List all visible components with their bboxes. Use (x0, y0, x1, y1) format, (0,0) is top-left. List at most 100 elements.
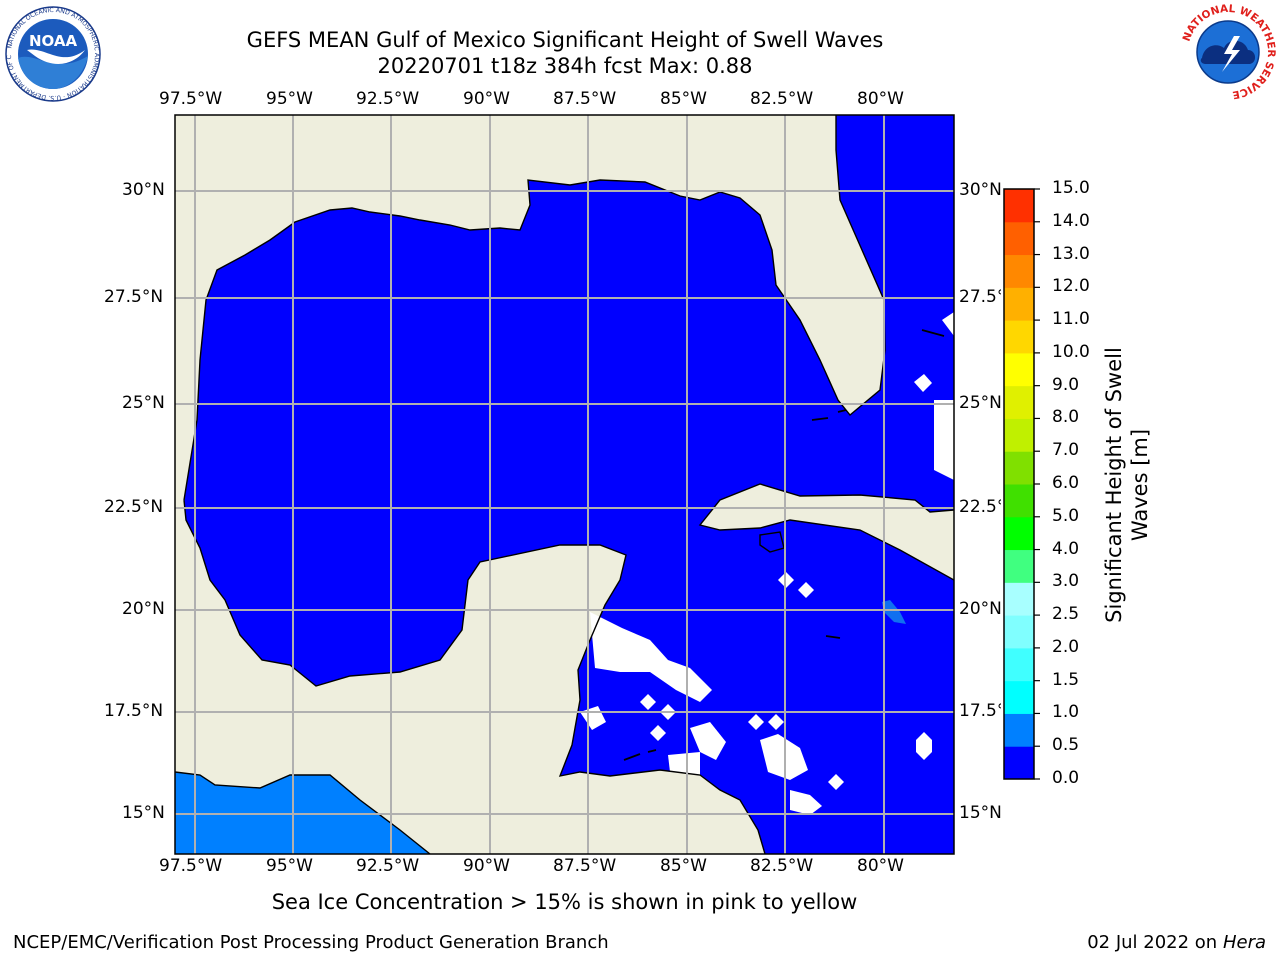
lat-tick-left: 30°N (122, 180, 165, 200)
colorbar-segment (1004, 451, 1034, 485)
colorbar-segment (1004, 647, 1034, 682)
lat-tick-right: 25°N (959, 393, 1001, 413)
lon-tick-top: 90°W (463, 89, 510, 109)
nws-logo-icon: NATIONAL WEATHER SERVICE (1180, 3, 1277, 101)
footer-date: 02 Jul 2022 on Hera (1087, 932, 1266, 953)
no-data-patch (798, 582, 814, 598)
colorbar-segment (1004, 582, 1034, 616)
colorbar-segment (1004, 221, 1034, 256)
noaa-logo-text: NOAA (29, 32, 78, 50)
colorbar-segment (1004, 549, 1034, 583)
no-data-patch (916, 732, 932, 760)
no-data-patch (668, 752, 700, 775)
lat-tick-right: 22.5°N (959, 497, 1001, 517)
lon-tick-top: 85°W (660, 89, 707, 109)
colorbar-segment (1004, 516, 1034, 551)
colorbar-tick-label: 5.0 (1052, 505, 1080, 526)
colorbar-tick-label: 9.0 (1052, 374, 1080, 395)
colorbar-tick-label: 13.0 (1052, 243, 1090, 264)
no-data-patch (934, 400, 954, 480)
no-data-patch (942, 312, 954, 336)
gridlines (175, 115, 954, 854)
no-data-patch (790, 790, 822, 815)
lat-tick-left: 15°N (122, 803, 165, 823)
chart-subtitle: 20220701 t18z 384h fcst Max: 0.88 (377, 54, 753, 78)
no-data-patch (690, 722, 726, 760)
chart-title: GEFS MEAN Gulf of Mexico Significant Hei… (246, 28, 884, 52)
footer-branch: NCEP/EMC/Verification Post Processing Pr… (13, 932, 609, 953)
no-data-patch (650, 725, 666, 741)
colorbar-tick-label: 3.0 (1052, 571, 1080, 592)
colorbar-label: Significant Height of Swell Waves [m] (1102, 347, 1152, 623)
colorbar-tick-label: 4.0 (1052, 538, 1080, 559)
lon-tick-bottom: 85°W (660, 856, 707, 876)
swell-field-0-0.5m (184, 115, 954, 854)
map-frame (174, 114, 955, 855)
map-content (175, 115, 954, 854)
lat-tick-right: 17.5°N (959, 701, 1001, 721)
lon-tick-top: 97.5°W (159, 89, 223, 109)
lon-tick-top: 82.5°W (750, 89, 814, 109)
footer-host: Hera (1222, 932, 1266, 953)
lat-tick-right: 15°N (959, 803, 1001, 823)
colorbar-tick-label: 2.0 (1052, 636, 1080, 657)
colorbar-tick-label: 14.0 (1052, 210, 1090, 231)
colorbar-tick-label: 7.0 (1052, 440, 1080, 461)
colorbar-tick-label: 0.5 (1052, 735, 1080, 756)
lon-tick-top: 95°W (266, 89, 313, 109)
colorbar-segment (1004, 320, 1034, 354)
lon-tick-bottom: 92.5°W (356, 856, 420, 876)
colorbar-tick-label: 15.0 (1052, 178, 1090, 198)
lat-tick-left: 25°N (122, 393, 165, 413)
sea-ice-note: Sea Ice Concentration > 15% is shown in … (271, 890, 858, 914)
lon-tick-bottom: 95°W (266, 856, 313, 876)
footer-date-text: 02 Jul 2022 on (1087, 932, 1223, 953)
colorbar-segment (1004, 746, 1034, 780)
lon-tick-bottom: 80°W (857, 856, 904, 876)
colorbar-segment (1004, 680, 1034, 714)
colorbar-tick-label: 2.5 (1052, 604, 1080, 625)
swell-field-0.5-1.0m (882, 600, 906, 624)
no-data-patch (748, 714, 764, 730)
lon-tick-bottom: 90°W (463, 856, 510, 876)
colorbar-segment (1004, 713, 1034, 747)
colorbar-segment (1004, 352, 1034, 387)
lon-tick-top: 87.5°W (553, 89, 617, 109)
lat-tick-right: 27.5°N (959, 287, 1001, 307)
colorbar-tick-label: 11.0 (1052, 309, 1090, 330)
colorbar-tick-label: 8.0 (1052, 407, 1080, 428)
no-data-patch (914, 374, 932, 392)
lat-tick-left: 20°N (122, 599, 165, 619)
lat-tick-right: 20°N (959, 599, 1001, 619)
lon-tick-bottom: 87.5°W (553, 856, 617, 876)
no-data-patch (590, 612, 712, 702)
no-data-patch (640, 694, 656, 710)
colorbar-segment (1004, 418, 1034, 452)
colorbar (1003, 188, 1040, 780)
lat-tick-left: 17.5°N (104, 701, 164, 721)
lat-tick-left: 22.5°N (104, 497, 164, 517)
colorbar-tick-label: 6.0 (1052, 473, 1080, 493)
colorbar-tick-label: 1.0 (1052, 702, 1080, 723)
lon-tick-top: 92.5°W (356, 89, 420, 109)
lat-tick-right: 30°N (959, 180, 1001, 200)
lat-tick-left: 27.5°N (104, 287, 164, 307)
no-data-patch (828, 774, 844, 790)
lat-ticks-right: 30°N 27.5°N 25°N 22.5°N 20°N 17.5°N 15°N (959, 170, 1001, 830)
no-data-patch (768, 714, 784, 730)
lon-tick-bottom: 97.5°W (159, 856, 223, 876)
colorbar-tick-label: 12.0 (1052, 276, 1090, 297)
lon-tick-bottom: 82.5°W (750, 856, 814, 876)
island-outline (623, 329, 945, 761)
colorbar-segment (1004, 189, 1034, 223)
colorbar-tick-label: 10.0 (1052, 341, 1090, 362)
colorbar-segment (1004, 385, 1034, 419)
lon-tick-top: 80°W (857, 89, 904, 109)
colorbar-tick-label: 0.0 (1052, 768, 1080, 788)
colorbar-segment (1004, 484, 1034, 518)
coastline (175, 115, 954, 854)
colorbar-segment (1004, 254, 1034, 288)
noaa-logo-icon: NATIONAL OCEANIC AND ATMOSPHERIC ADMINIS… (5, 6, 101, 102)
colorbar-segment (1004, 287, 1034, 321)
